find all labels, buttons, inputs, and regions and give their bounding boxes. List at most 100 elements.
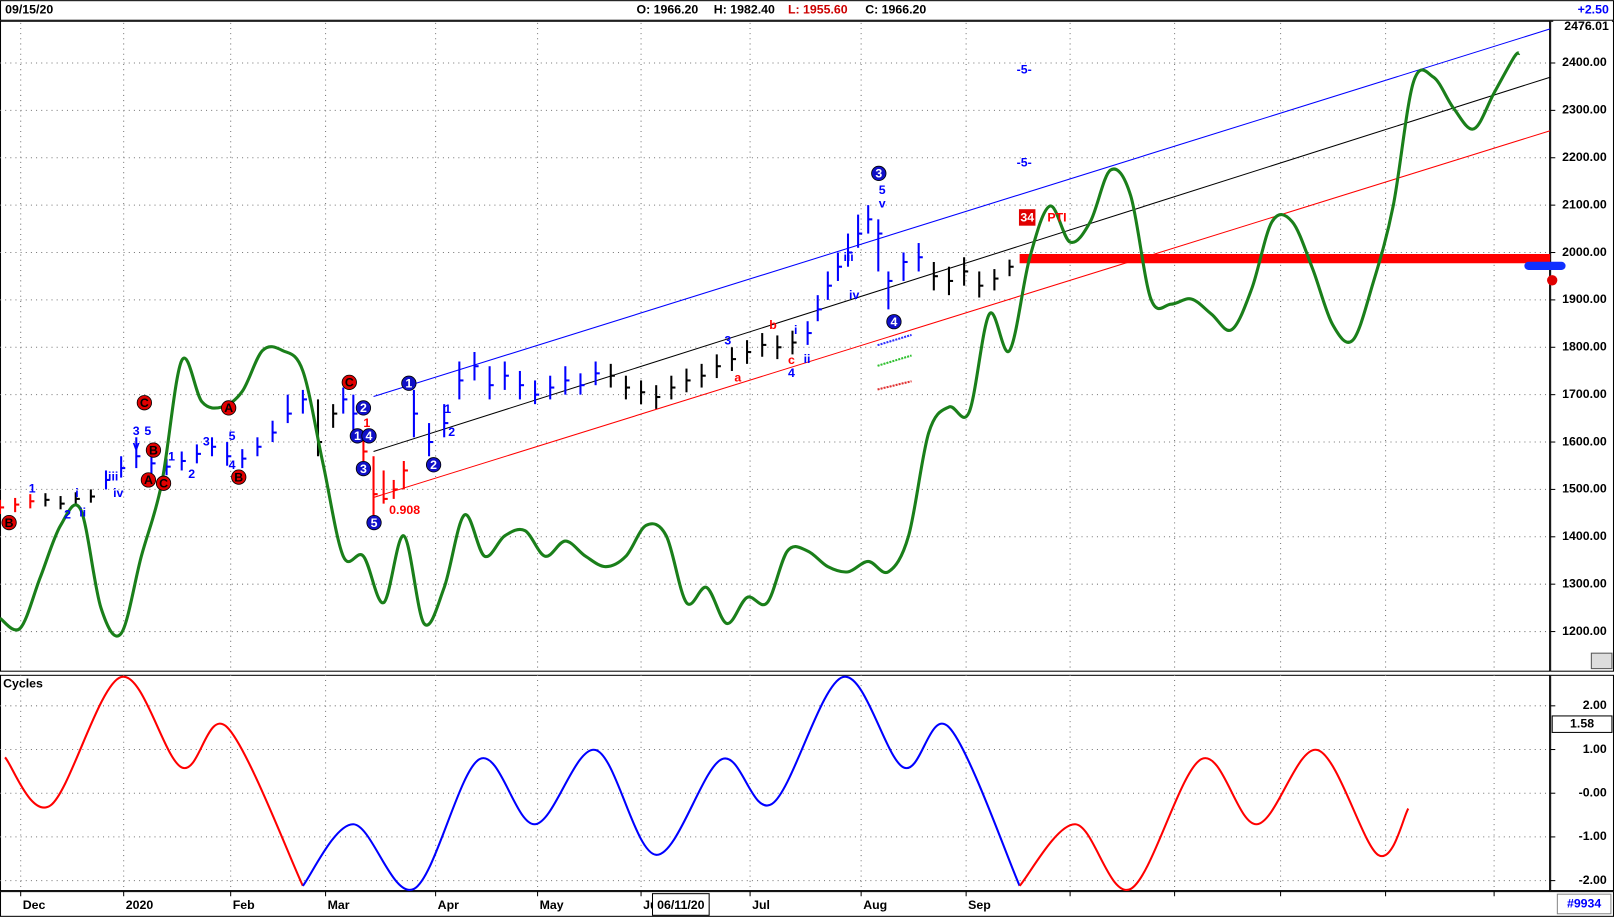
y-tick-label: 1300.00 — [1562, 576, 1607, 590]
x-tick-label: Dec — [23, 898, 46, 912]
wave-label: i — [75, 486, 78, 500]
header-open: O: 1966.20 — [637, 3, 699, 17]
wave-label: i — [794, 323, 797, 337]
wave-label: 4 — [366, 429, 373, 443]
wave-label: B — [149, 443, 158, 457]
wave-label: PTI — [1047, 211, 1066, 225]
wave-label: C — [140, 396, 149, 410]
wave-circle — [145, 442, 162, 458]
wave-label: 4 — [788, 366, 795, 380]
y-tick-label: -0.00 — [1579, 785, 1607, 799]
line-series — [302, 675, 1021, 891]
wave-label: 0.908 — [389, 503, 420, 517]
wave-label: 1 — [363, 416, 370, 430]
y-tick-label: 1600.00 — [1562, 434, 1607, 448]
line-series — [0, 51, 1521, 638]
cycle-axis-frame — [1550, 674, 1614, 892]
header-close: C: 1966.20 — [865, 3, 926, 17]
x-tick-label: Sep — [968, 898, 991, 912]
y-tick-label: 2400.00 — [1562, 55, 1607, 69]
wave-label: iv — [849, 288, 859, 302]
last-price-label: 2476.01 — [1564, 19, 1609, 33]
x-tick-label: Aug — [863, 898, 887, 912]
wave-circle — [886, 314, 902, 330]
wave-circle — [140, 472, 157, 488]
header-date: 09/15/20 — [5, 3, 53, 17]
last-price-box — [1553, 20, 1612, 34]
wave-circle — [871, 165, 887, 182]
corner-icon[interactable] — [1590, 652, 1613, 670]
x-tick-label: May — [540, 898, 564, 912]
wave-circle — [155, 475, 172, 491]
wave-label: B — [5, 516, 14, 530]
wave-label: 1 — [29, 482, 36, 496]
decor-dash — [877, 380, 912, 391]
wave-label: v — [879, 197, 886, 211]
decor-dash — [877, 354, 912, 367]
line-series — [4, 675, 304, 887]
wave-label: 3 — [360, 462, 367, 476]
wave-label: B — [234, 470, 243, 484]
x-tick-label: 2020 — [126, 898, 154, 912]
price-panel-frame — [0, 20, 1551, 672]
cursor-date: 06/11/20 — [657, 898, 705, 912]
y-tick-label: 2000.00 — [1562, 245, 1607, 259]
y-tick-label: 1800.00 — [1562, 340, 1607, 354]
wave-label: 2 — [448, 425, 455, 439]
wave-label: ii — [79, 505, 86, 519]
wave-label: 1 — [354, 429, 361, 443]
wave-label: v — [133, 439, 140, 453]
plot-layer: 1200.00 1300.00 1400.00 1500.00 1600.00 1700.… — [0, 19, 1613, 912]
wave-label: -5- — [1017, 155, 1032, 169]
wave-circle — [231, 469, 247, 485]
x-tick-label: Mar — [328, 898, 350, 912]
wave-label: -5- — [1017, 62, 1032, 76]
header-low: L: 1955.60 — [788, 3, 848, 17]
wave-label: 1 — [168, 450, 175, 464]
y-tick-label: 1500.00 — [1562, 482, 1607, 496]
panel-title: Cycles — [3, 676, 43, 690]
wave-circle — [366, 514, 382, 531]
wave-circle — [136, 395, 152, 411]
wave-label: iii — [843, 250, 853, 264]
wave-circle — [401, 375, 417, 391]
wave-label: b — [769, 318, 777, 332]
wave-label: 5 — [229, 429, 236, 443]
wave-label: 5 — [879, 183, 886, 197]
wave-circle — [1, 514, 17, 531]
y-tick-label: 2100.00 — [1562, 197, 1607, 211]
wave-label: 1 — [444, 402, 451, 416]
y-tick-label: 1700.00 — [1562, 387, 1607, 401]
wave-circle — [355, 400, 372, 416]
decor-dashes — [877, 333, 912, 391]
wave-circle — [355, 460, 372, 477]
y-tick-label: 2.00 — [1583, 698, 1607, 712]
y-tick-label: -2.00 — [1579, 873, 1607, 887]
line-series — [373, 130, 1551, 498]
wave-label: 5 — [144, 424, 151, 438]
wave-label: 1 — [405, 377, 412, 391]
wave-label: 3 — [133, 424, 140, 438]
y-tick-label: 1.00 — [1583, 742, 1607, 756]
header-bar — [0, 0, 1614, 21]
wave-circle — [221, 400, 237, 416]
wave-label: 4 — [229, 458, 236, 472]
wave-label: 3 — [203, 434, 210, 448]
x-tick-label: Apr — [438, 898, 459, 912]
wave-label: 34 — [1020, 211, 1034, 225]
wave-circle — [361, 428, 377, 444]
wave-label: 2 — [360, 401, 367, 415]
line-series — [1018, 748, 1410, 891]
axis-marker — [1524, 261, 1566, 271]
y-tick-label: -1.00 — [1579, 829, 1607, 843]
wave-label: C — [345, 376, 354, 390]
wave-label: ii — [804, 352, 811, 366]
wave-label: iii — [108, 469, 118, 483]
wave-label: 3 — [724, 333, 731, 347]
x-tick-label: Feb — [233, 898, 255, 912]
wave-label: a — [734, 370, 741, 384]
wave-label: 2 — [64, 507, 71, 521]
